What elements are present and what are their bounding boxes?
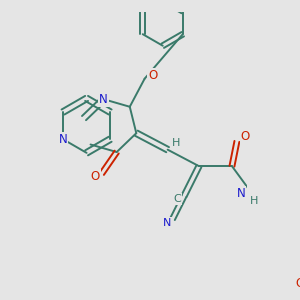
Text: C: C [174,194,182,204]
Text: O: O [295,277,300,290]
Text: H: H [250,196,258,206]
Text: N: N [99,93,108,106]
Text: O: O [241,130,250,143]
Text: O: O [91,170,100,183]
Text: N: N [163,218,171,228]
Text: N: N [58,133,68,146]
Text: O: O [148,69,158,82]
Text: N: N [237,187,245,200]
Text: H: H [172,138,180,148]
